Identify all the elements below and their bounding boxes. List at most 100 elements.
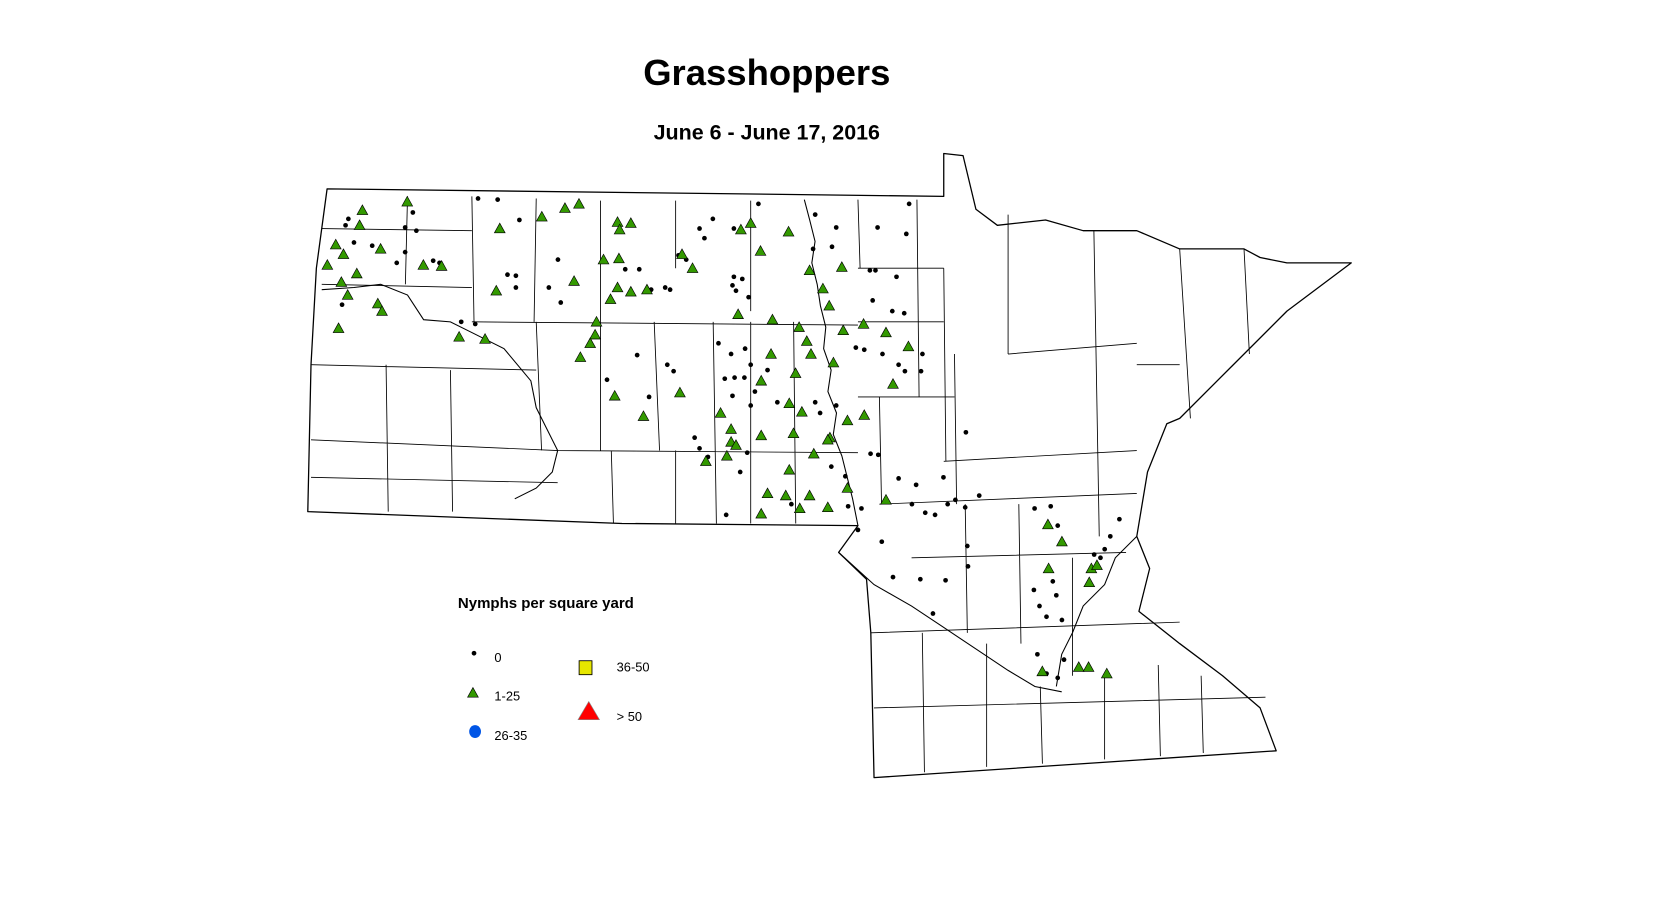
survey-point-zero	[906, 201, 912, 207]
survey-point-zero	[346, 216, 351, 222]
survey-point-zero	[833, 225, 839, 230]
survey-point-zero	[410, 210, 416, 215]
survey-point-zero	[702, 235, 707, 241]
survey-point-zero	[737, 469, 743, 475]
survey-point-zero	[1059, 617, 1065, 623]
survey-point-1-25	[641, 283, 653, 295]
survey-point-zero	[875, 452, 881, 458]
survey-point-zero	[748, 403, 754, 408]
survey-point-1-25	[805, 347, 817, 359]
survey-point-1-25	[761, 487, 774, 499]
survey-point-1-25	[371, 297, 384, 309]
survey-point-zero	[1107, 533, 1113, 539]
survey-point-zero	[943, 577, 948, 583]
survey-point-zero	[913, 482, 919, 488]
survey-point-zero	[636, 266, 642, 272]
survey-point-1-25	[568, 275, 580, 286]
survey-point-1-25	[1091, 559, 1103, 570]
survey-point-zero	[756, 201, 761, 207]
survey-point-zero	[842, 473, 848, 479]
mississippi-river	[1055, 535, 1138, 687]
survey-point-zero	[495, 197, 501, 202]
survey-point-1-25	[589, 328, 602, 340]
survey-point-zero	[918, 368, 924, 374]
survey-point-zero	[901, 310, 907, 316]
survey-point-zero	[833, 403, 839, 408]
survey-point-zero	[1050, 579, 1056, 584]
survey-point-1-25	[624, 285, 637, 297]
survey-point-zero	[728, 351, 734, 357]
survey-point-zero	[667, 287, 673, 293]
survey-point-zero	[930, 611, 936, 616]
survey-point-1-25	[720, 449, 733, 461]
survey-point-zero	[853, 345, 859, 350]
survey-point-zero	[458, 319, 464, 325]
legend-item-over-50: > 50	[577, 700, 642, 724]
survey-point-zero	[903, 231, 909, 237]
legend-square-icon	[578, 660, 593, 676]
survey-point-zero	[1037, 603, 1042, 609]
survey-point-zero	[896, 476, 901, 481]
survey-point-1-25	[329, 238, 342, 250]
survey-point-1-25	[823, 299, 836, 311]
survey-points	[321, 195, 1122, 681]
survey-point-1-25	[613, 223, 626, 235]
survey-point-1-25	[765, 347, 777, 359]
survey-point-1-25	[1083, 576, 1096, 588]
survey-point-zero	[1091, 552, 1097, 557]
survey-point-1-25	[356, 204, 369, 215]
survey-point-zero	[558, 300, 564, 305]
minnesota-river	[838, 552, 1062, 693]
survey-point-zero	[1055, 523, 1061, 528]
survey-point-1-25	[332, 322, 345, 333]
survey-point-1-25	[376, 305, 388, 316]
survey-point-zero	[722, 376, 728, 382]
survey-point-zero	[909, 501, 915, 507]
survey-point-zero	[829, 244, 835, 250]
survey-point-1-25	[816, 282, 829, 294]
survey-point-zero	[965, 563, 971, 569]
legend-title: Nymphs per square yard	[458, 595, 634, 612]
survey-point-zero	[922, 510, 928, 516]
survey-point-1-25	[574, 351, 587, 362]
legend-item-36-50: 36-50	[578, 659, 650, 676]
survey-point-1-25	[754, 245, 767, 256]
survey-point-zero	[513, 273, 519, 279]
survey-point-zero	[789, 501, 794, 507]
survey-point-1-25	[453, 330, 466, 342]
survey-point-zero	[890, 574, 896, 580]
survey-point-zero	[963, 429, 969, 435]
survey-point-1-25	[1041, 518, 1054, 530]
red-river	[803, 199, 859, 526]
legend-label-26-35: 26-35	[494, 728, 527, 743]
survey-point-zero	[917, 576, 923, 582]
survey-point-1-25	[401, 195, 414, 207]
survey-point-1-25	[827, 356, 840, 368]
survey-point-zero	[733, 288, 739, 294]
survey-point-1-25	[793, 321, 805, 332]
survey-point-zero	[402, 225, 408, 230]
survey-point-zero	[604, 377, 610, 383]
survey-point-1-25	[608, 389, 621, 401]
survey-point-1-25	[837, 324, 850, 336]
legend-label-over-50: > 50	[617, 709, 642, 724]
survey-point-1-25	[803, 489, 816, 501]
survey-point-zero	[894, 274, 899, 280]
survey-point-zero	[845, 503, 851, 509]
survey-point-1-25	[676, 248, 688, 259]
survey-point-zero	[859, 506, 864, 511]
survey-point-zero	[941, 474, 946, 480]
survey-point-1-25	[611, 281, 624, 293]
survey-point-zero	[765, 367, 770, 373]
survey-point-zero	[742, 375, 747, 380]
missouri-river	[321, 283, 559, 500]
survey-point-1-25	[803, 264, 816, 275]
survey-point-1-25	[732, 308, 744, 319]
survey-point-zero	[1032, 506, 1037, 511]
survey-point-1-25	[686, 262, 699, 273]
survey-point-zero	[868, 451, 873, 457]
survey-point-zero	[517, 217, 522, 223]
survey-point-zero	[962, 505, 968, 510]
survey-point-zero	[889, 308, 895, 314]
survey-point-1-25	[755, 429, 768, 441]
